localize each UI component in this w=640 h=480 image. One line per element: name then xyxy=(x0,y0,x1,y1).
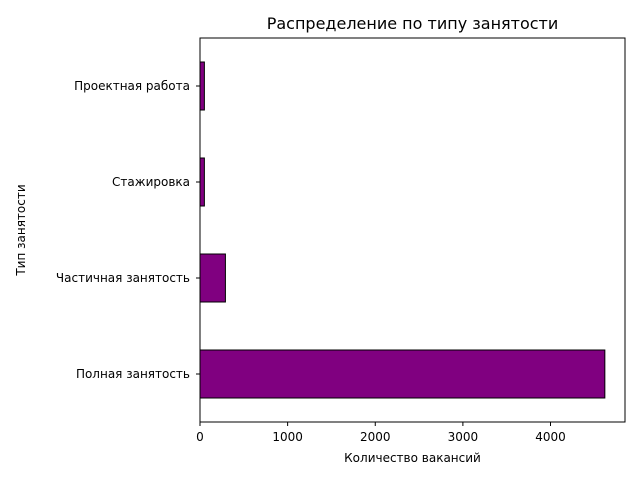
y-tick-label-0: Полная занятость xyxy=(76,367,190,381)
bar-2 xyxy=(199,157,205,207)
plot-frame xyxy=(199,37,626,423)
x-tick-label-1: 1000 xyxy=(272,430,303,444)
x-tick-label-2: 2000 xyxy=(360,430,391,444)
bar-1 xyxy=(199,253,226,303)
y-axis-label: Тип занятости xyxy=(14,184,28,276)
bars-layer xyxy=(199,61,606,399)
bar-3 xyxy=(199,61,205,111)
y-tick-label-2: Стажировка xyxy=(112,175,190,189)
x-tick-label-0: 0 xyxy=(196,430,204,444)
y-axis: Полная занятость Частичная занятость Стажи… xyxy=(56,79,200,381)
bar-0 xyxy=(199,349,606,399)
x-axis: 0 1000 2000 3000 4000 xyxy=(196,422,566,444)
x-tick-label-4: 4000 xyxy=(535,430,566,444)
x-axis-label: Количество вакансий xyxy=(344,451,481,465)
y-tick-label-1: Частичная занятость xyxy=(56,271,190,285)
x-tick-label-3: 3000 xyxy=(448,430,479,444)
y-tick-label-3: Проектная работа xyxy=(74,79,190,93)
chart-title: Распределение по типу занятости xyxy=(267,14,559,33)
